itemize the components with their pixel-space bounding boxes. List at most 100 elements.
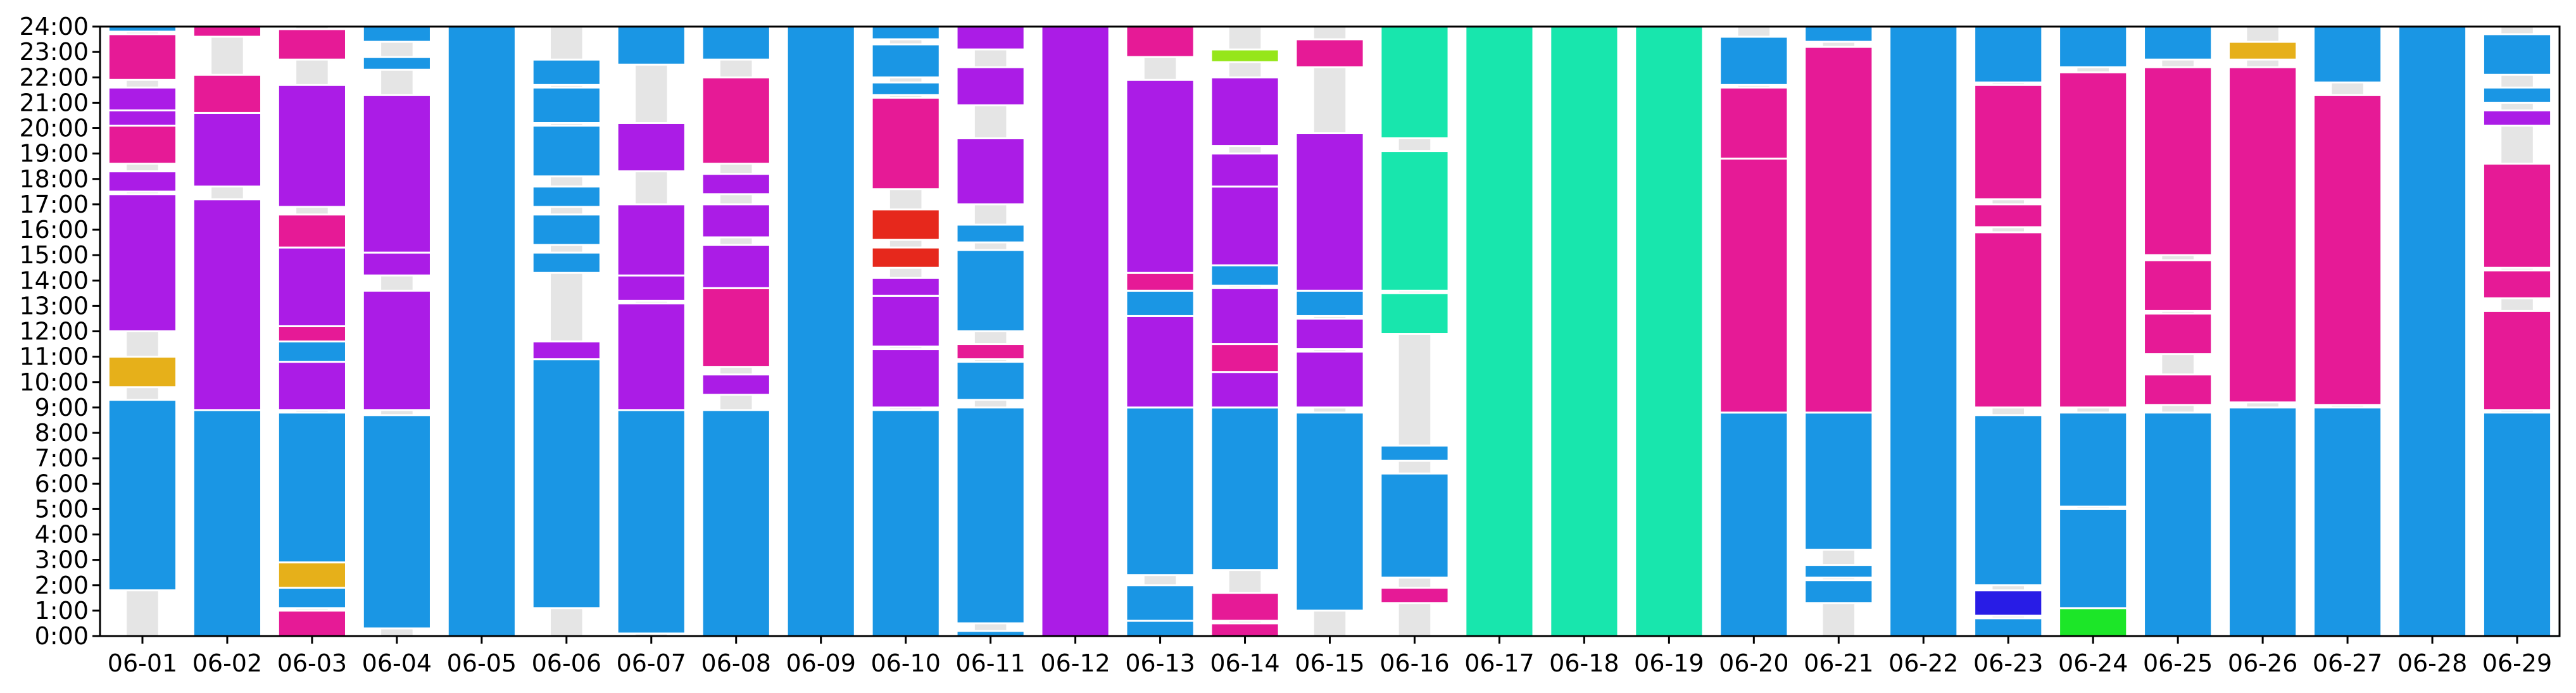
segment-06-04-6 [361,25,432,43]
segment-06-23-6 [1973,84,2044,201]
segment-06-14-6 [1210,287,1280,346]
segment-06-14-7 [1210,264,1280,287]
segment-06-25-1 [2143,411,2213,637]
segment-06-10-1 [870,409,941,637]
segment-06-29-7 [2482,33,2553,76]
segment-06-27-1 [2313,406,2383,637]
x-tick-label: 06-06 [532,649,601,677]
segment-06-11-4 [955,343,1026,361]
segment-06-11-3 [955,361,1026,401]
segment-06-10-8 [870,81,941,96]
segment-06-27-3 [2313,25,2383,84]
plot-area [107,25,2553,637]
segment-06-21-1 [1804,579,1874,604]
segment-06-06-3 [531,251,601,274]
segment-06-13-4 [1125,315,1195,409]
segment-06-23-5 [1973,203,2044,228]
segment-06-04-2 [361,289,432,411]
segment-06-03-1 [277,609,347,637]
x-tick-label: 06-12 [1040,649,1110,677]
segment-06-21-2 [1804,564,1874,579]
segment-06-16-3 [1379,444,1450,462]
segment-06-29-3 [2482,269,2553,299]
y-tick-label: 18:00 [19,165,89,193]
segment-06-14-9 [1210,153,1280,188]
segment-06-21-3 [1804,411,1874,551]
y-tick-label: 2:00 [35,571,89,599]
segment-06-14-10 [1210,76,1280,147]
segment-06-24-4 [2058,71,2128,409]
segment-06-18-1 [1549,25,1619,637]
y-tick-label: 16:00 [19,216,89,244]
segment-06-26-2 [2228,66,2298,404]
x-tick-label: 06-27 [2313,649,2382,677]
segment-06-27-2 [2313,94,2383,406]
x-tick-label: 06-28 [2397,649,2467,677]
segment-06-13-6 [1125,272,1195,292]
segment-06-29-4 [2482,163,2553,269]
segment-06-21-4 [1804,46,1874,414]
x-tick-label: 06-21 [1804,649,1873,677]
segment-06-15-6 [1295,38,1365,68]
segment-06-16-1 [1379,587,1450,604]
segment-06-22-1 [1888,25,1959,637]
segment-06-02-3 [192,111,263,188]
x-tick-label: 06-09 [786,649,855,677]
x-tick-label: 06-22 [1888,649,1958,677]
segment-06-03-5 [277,361,347,411]
segment-06-13-3 [1125,406,1195,577]
y-tick-label: 20:00 [19,115,89,142]
segment-06-03-4 [277,411,347,564]
segment-06-21-5 [1804,25,1874,43]
segment-06-07-1 [616,409,686,635]
segment-06-23-3 [1973,414,2044,587]
segment-06-03-3 [277,561,347,589]
segment-06-23-4 [1973,231,2044,409]
x-tick-label: 06-08 [701,649,771,677]
segment-06-14-1 [1210,622,1280,637]
segment-06-03-11 [277,28,347,61]
x-tick-label: 06-03 [277,649,347,677]
segment-06-24-5 [2058,25,2128,68]
segment-06-08-2 [701,373,771,396]
segment-06-14-3 [1210,406,1280,571]
segment-06-01-6 [107,109,178,127]
segment-06-20-4 [1719,35,1789,86]
x-tick-label: 06-11 [955,649,1025,677]
y-tick-label: 8:00 [35,419,89,447]
y-tick-label: 6:00 [35,470,89,497]
segment-06-10-3 [870,294,941,348]
segment-06-08-8 [701,25,771,61]
segment-06-13-1 [1125,620,1195,637]
y-tick-label: 7:00 [35,444,89,472]
segment-06-03-2 [277,587,347,609]
segment-06-06-8 [531,58,601,86]
segment-06-15-4 [1295,289,1365,317]
y-tick-label: 12:00 [19,318,89,346]
segment-06-02-2 [192,198,263,411]
x-tick-label: 06-29 [2482,649,2552,677]
segment-06-24-3 [2058,411,2128,508]
x-tick-label: 06-24 [2058,649,2128,677]
segment-06-03-9 [277,213,347,249]
x-tick-label: 06-01 [108,649,177,677]
x-tick-label: 06-20 [1719,649,1788,677]
y-tick-label: 24:00 [19,13,89,41]
segment-06-10-5 [870,246,941,269]
segment-06-01-7 [107,86,178,111]
segment-06-28-1 [2397,25,2468,637]
x-tick-label: 06-23 [1973,649,2043,677]
segment-06-25-4 [2143,259,2213,312]
segment-06-08-4 [701,244,771,289]
segment-06-25-5 [2143,66,2213,256]
segment-06-07-2 [616,302,686,411]
segment-06-11-6 [955,223,1026,244]
segment-06-07-5 [616,122,686,173]
segment-06-16-6 [1379,25,1450,140]
x-tick-label: 06-15 [1295,649,1364,677]
segment-06-01-2 [107,356,178,389]
y-tick-label: 13:00 [19,292,89,320]
segment-06-25-6 [2143,25,2213,61]
segment-06-12-1 [1040,25,1110,637]
x-tick-label: 06-19 [1634,649,1704,677]
